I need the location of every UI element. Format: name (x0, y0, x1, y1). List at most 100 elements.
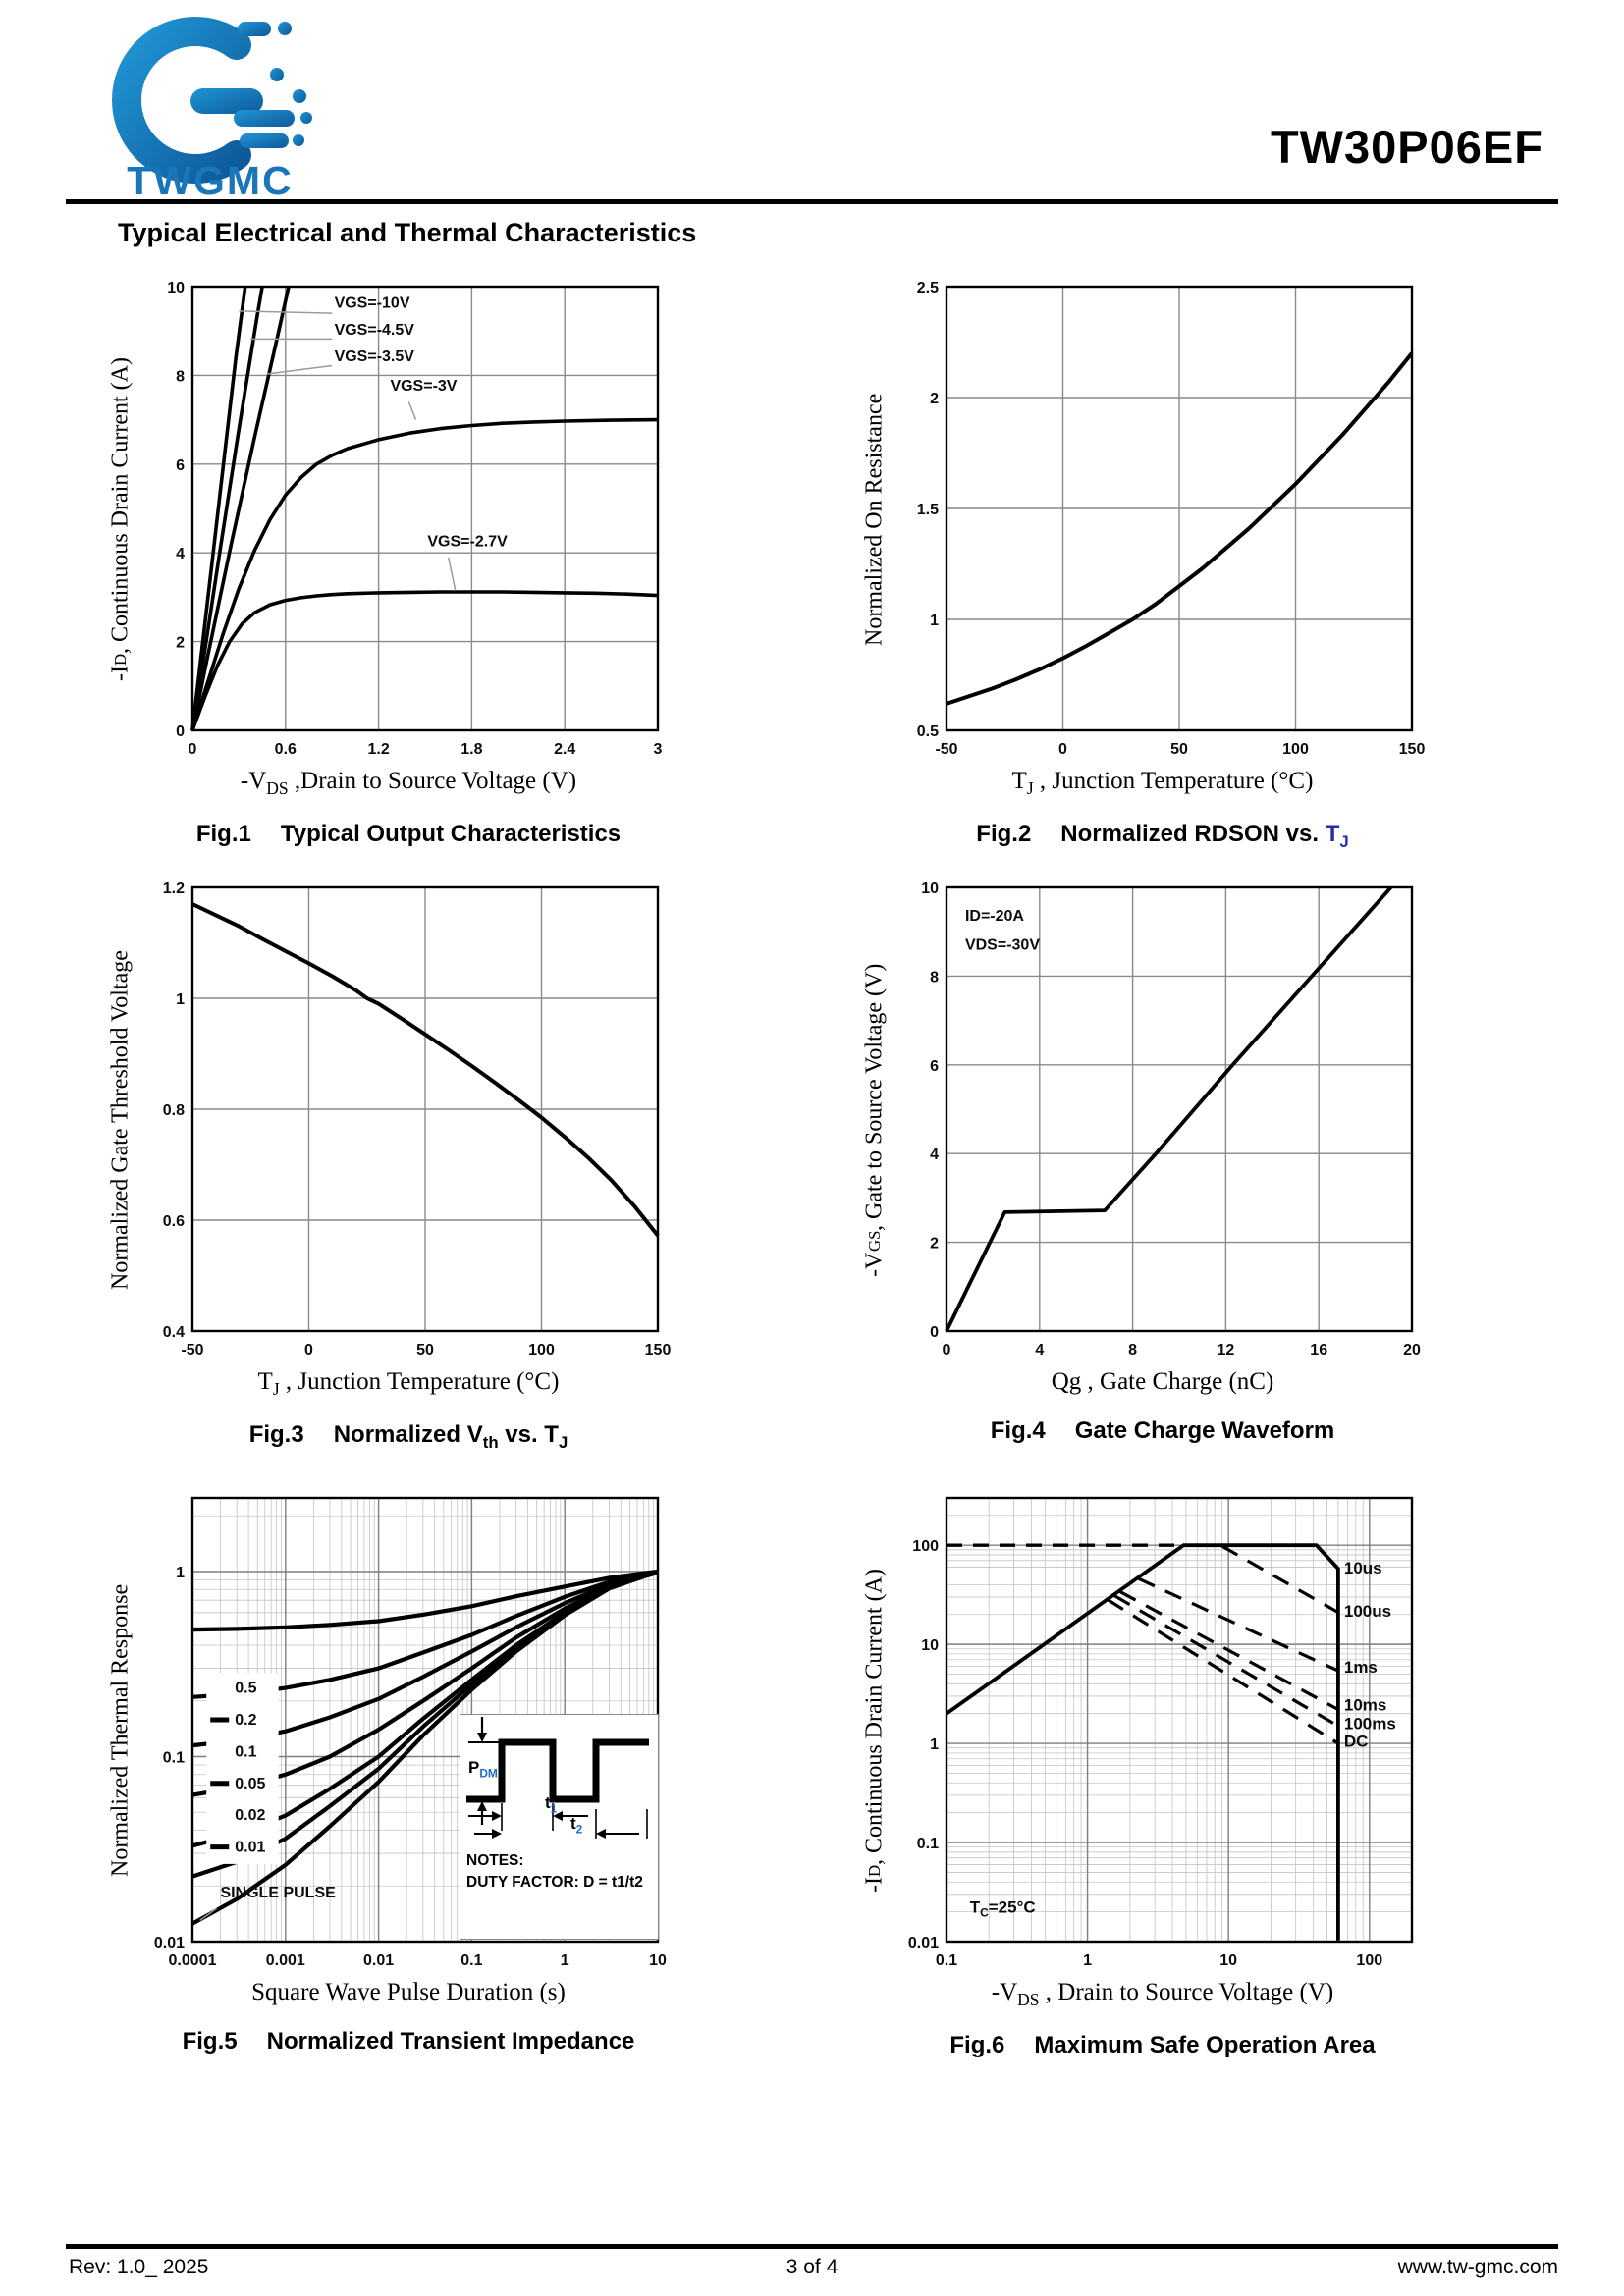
svg-text:1: 1 (176, 991, 185, 1008)
duty-factor-legend: 0.5 0.2 0.1 0.05 0.02 0.01 (206, 1673, 279, 1864)
part-number-title: TW30P06EF (1270, 121, 1543, 173)
gridlines (946, 1498, 1412, 1943)
figure-6: -I D , Continuous Drain Current (A) 0.1 1 1… (852, 1484, 1500, 2059)
section-heading: Typical Electrical and Thermal Character… (118, 218, 697, 247)
series-VGS=-2.7V (190, 590, 659, 731)
series (191, 902, 660, 1238)
svg-text:0.6: 0.6 (163, 1213, 185, 1230)
series-VGS=-3V (190, 417, 659, 731)
svg-text:0: 0 (1058, 741, 1067, 758)
fig4-caption: Fig.4 Gate Charge Waveform (990, 1417, 1335, 1444)
svg-text:0.8: 0.8 (163, 1102, 185, 1119)
svg-text:0: 0 (943, 1342, 951, 1359)
gridlines (191, 886, 659, 1332)
svg-text:10: 10 (921, 1637, 939, 1654)
pdm-label: PDM (468, 1758, 498, 1781)
svg-text:2.5: 2.5 (917, 280, 939, 296)
svg-text:1: 1 (176, 1565, 185, 1581)
svg-text:1: 1 (561, 1952, 569, 1969)
series (945, 885, 1393, 1332)
duty-factor-inset: PDM t1 t2 NOTES: DUTY FACTOR: D = t1/t2 (460, 1714, 659, 1940)
series-normalized-rdson (946, 351, 1414, 706)
fig1-x-axis-label: -VDS ,Drain to Source Voltage (V) (240, 768, 577, 798)
svg-text:10: 10 (1219, 1952, 1237, 1969)
fig6-plot: 0.1 1 10 1000.010.111010010us100us1ms10ms10… (908, 1496, 1414, 1969)
svg-text:0.1: 0.1 (235, 1743, 256, 1760)
svg-text:0.6: 0.6 (275, 741, 297, 758)
svg-text:0: 0 (189, 741, 197, 758)
footer-website-link[interactable]: www.tw-gmc.com (1397, 2256, 1558, 2278)
svg-text:1.2: 1.2 (163, 881, 185, 897)
plot-frame (190, 885, 660, 1333)
svg-text:4: 4 (1035, 1342, 1044, 1359)
plot-frame (945, 885, 1414, 1333)
svg-text:20: 20 (1403, 1342, 1421, 1359)
svg-text:150: 150 (645, 1342, 672, 1359)
svg-text:0.4: 0.4 (163, 1324, 185, 1341)
figure-3: Normalized Gate Threshold Voltage -50 0 50… (98, 874, 746, 1453)
svg-text:0: 0 (930, 1324, 939, 1341)
series-pulse-1ms (1137, 1576, 1339, 1673)
svg-text:1: 1 (930, 613, 939, 629)
fig1-plot: 0 0.6 1.2 1.8 2.4 30246810VGS=-10VVGS=-4.5VVG… (167, 280, 662, 758)
fig6-y-axis-label: -I D , Continuous Drain Current (A) (861, 1568, 888, 1894)
svg-text:10us: 10us (1344, 1559, 1382, 1577)
svg-text:8: 8 (176, 368, 185, 385)
svg-text:50: 50 (416, 1342, 434, 1359)
svg-text:100: 100 (1356, 1952, 1382, 1969)
svg-text:100: 100 (528, 1342, 555, 1359)
svg-text:10: 10 (649, 1952, 667, 1969)
svg-text:100: 100 (1282, 741, 1309, 758)
svg-text:1.8: 1.8 (460, 741, 482, 758)
fig3-x-axis-label: TJ , Junction Temperature (°C) (257, 1368, 560, 1399)
svg-text:6: 6 (176, 457, 185, 474)
svg-text:1ms: 1ms (1344, 1658, 1378, 1677)
fig6-caption: Fig.6 Maximum Safe Operation Area (949, 2032, 1376, 2058)
svg-text:1.5: 1.5 (917, 502, 939, 518)
plot-frame (190, 285, 660, 732)
pulse-waveform-icon (466, 1717, 649, 1839)
series-gate-charge (945, 885, 1393, 1332)
svg-text:100us: 100us (1344, 1602, 1391, 1621)
svg-text:150: 150 (1399, 741, 1426, 758)
svg-text:SINGLE PULSE: SINGLE PULSE (220, 1885, 336, 1901)
series-pulse-10ms (1118, 1590, 1339, 1711)
series-VGS=-10V (190, 286, 247, 731)
t1-label: t1 (545, 1793, 558, 1816)
series-VGS=-3.5V (190, 286, 291, 731)
svg-text:-50: -50 (181, 1342, 203, 1359)
svg-text:100: 100 (912, 1538, 939, 1555)
fig3-y-axis-label: Normalized Gate Threshold Voltage (107, 950, 134, 1290)
svg-text:0: 0 (304, 1342, 313, 1359)
fig1-y-axis-label: -I D , Continuous Drain Current (A) (107, 356, 134, 682)
svg-text:10ms: 10ms (1344, 1696, 1386, 1715)
svg-text:2: 2 (930, 391, 939, 407)
fig5-x-axis-label: Square Wave Pulse Duration (s) (251, 1979, 566, 2005)
fig5-y-axis-label: Normalized Thermal Response (107, 1583, 134, 1878)
svg-text:0.5: 0.5 (235, 1681, 256, 1697)
t2-label: t2 (570, 1814, 583, 1837)
brand-text: TWGMC (127, 158, 293, 203)
svg-text:50: 50 (1170, 741, 1188, 758)
fig5-caption: Fig.5 Normalized Transient Impedance (182, 2028, 635, 2055)
fig4-plot: 0 4 8 12 16 20 0 2 4 6 8 10 ID=-20A VDS=-30V (921, 881, 1421, 1359)
series-duty-0.5 (191, 1569, 659, 1632)
svg-text:4: 4 (930, 1147, 939, 1163)
series-pulse-100ms (1113, 1594, 1339, 1728)
svg-text:0: 0 (176, 723, 185, 740)
svg-text:ID=-20A: ID=-20A (965, 908, 1024, 925)
svg-text:0.01: 0.01 (154, 1935, 185, 1951)
annotations: SINGLE PULSE (199, 1885, 336, 1921)
svg-text:0.01: 0.01 (363, 1952, 394, 1969)
gridlines (946, 286, 1413, 731)
series-pulse-dc (1107, 1598, 1339, 1745)
svg-text:0.5: 0.5 (917, 723, 939, 740)
svg-text:0.01: 0.01 (235, 1840, 265, 1856)
svg-text:0.1: 0.1 (917, 1836, 939, 1852)
footer-page-number: 3 of 4 (785, 2256, 839, 2278)
svg-text:VDS=-30V: VDS=-30V (965, 936, 1040, 953)
svg-text:0.02: 0.02 (235, 1807, 265, 1824)
